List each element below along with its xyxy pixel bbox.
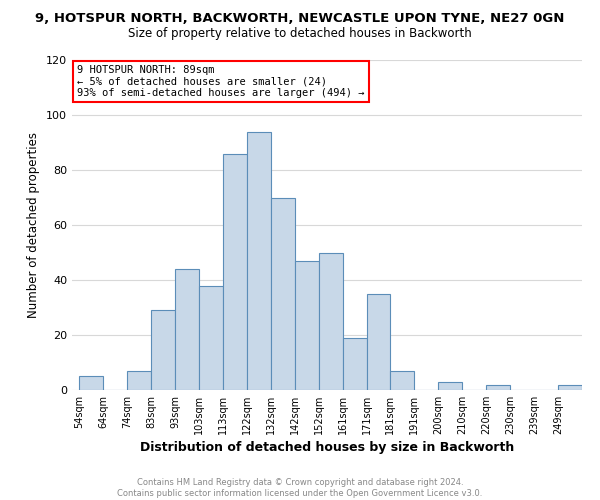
Text: 9 HOTSPUR NORTH: 89sqm
← 5% of detached houses are smaller (24)
93% of semi-deta: 9 HOTSPUR NORTH: 89sqm ← 5% of detached … [77, 65, 365, 98]
Bar [343, 338, 367, 390]
Bar [295, 261, 319, 390]
Bar [175, 269, 199, 390]
X-axis label: Distribution of detached houses by size in Backworth: Distribution of detached houses by size … [140, 441, 514, 454]
Bar [367, 294, 391, 390]
Bar [486, 384, 510, 390]
Text: 9, HOTSPUR NORTH, BACKWORTH, NEWCASTLE UPON TYNE, NE27 0GN: 9, HOTSPUR NORTH, BACKWORTH, NEWCASTLE U… [35, 12, 565, 26]
Bar [127, 371, 151, 390]
Text: Size of property relative to detached houses in Backworth: Size of property relative to detached ho… [128, 28, 472, 40]
Bar [271, 198, 295, 390]
Text: Contains HM Land Registry data © Crown copyright and database right 2024.
Contai: Contains HM Land Registry data © Crown c… [118, 478, 482, 498]
Bar [151, 310, 175, 390]
Bar [79, 376, 103, 390]
Bar [247, 132, 271, 390]
Bar [223, 154, 247, 390]
Bar [558, 384, 582, 390]
Bar [199, 286, 223, 390]
Bar [319, 252, 343, 390]
Bar [391, 371, 415, 390]
Y-axis label: Number of detached properties: Number of detached properties [28, 132, 40, 318]
Bar [439, 382, 462, 390]
